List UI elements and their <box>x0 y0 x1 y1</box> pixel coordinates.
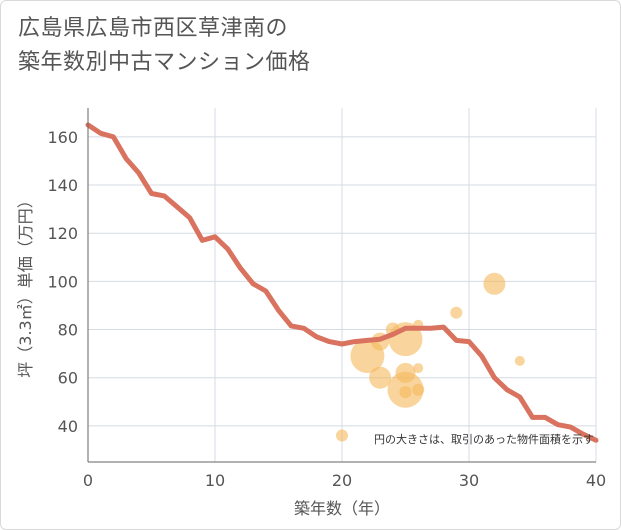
chart-title: 広島県広島市西区草津南の 築年数別中古マンション価格 <box>18 12 578 80</box>
y-tick-label: 100 <box>47 272 78 291</box>
y-tick-label: 160 <box>47 128 78 147</box>
x-tick-label: 20 <box>332 471 352 490</box>
bubble-size-note: 円の大きさは、取引のあった物件面積を示す <box>374 432 594 446</box>
y-tick-label: 120 <box>47 224 78 243</box>
x-tick-label: 40 <box>586 471 606 490</box>
grid-lines <box>88 108 597 462</box>
y-tick-label: 40 <box>58 417 78 436</box>
chart-title-line2: 築年数別中古マンション価格 <box>18 50 311 75</box>
bubble-point <box>369 366 392 389</box>
line-series <box>85 122 599 443</box>
axes <box>87 108 596 463</box>
y-tick-label: 140 <box>47 176 78 195</box>
x-tick-label: 30 <box>459 471 479 490</box>
bubble-point <box>483 272 506 295</box>
x-tick-label: 0 <box>83 471 93 490</box>
y-tick-label: 80 <box>58 321 78 340</box>
x-tick-label: 10 <box>205 471 225 490</box>
price-trend-line <box>85 122 599 443</box>
bubble-point <box>412 383 425 396</box>
bubble-point <box>399 386 412 399</box>
y-axis-label: 坪（3.3㎡）単価（万円） <box>16 192 35 377</box>
bubble-point <box>514 355 525 366</box>
x-axis-label: 築年数（年） <box>294 499 390 518</box>
chart-title-line1: 広島県広島市西区草津南の <box>18 16 289 41</box>
bubble-point <box>450 306 463 319</box>
bubble-series <box>336 272 525 442</box>
bubble-point <box>336 429 348 442</box>
tick-labels: 0 10 20 30 40 40 60 80 100 120 140 160 <box>47 128 606 490</box>
bubble-point <box>413 363 424 374</box>
y-tick-label: 60 <box>58 369 78 388</box>
